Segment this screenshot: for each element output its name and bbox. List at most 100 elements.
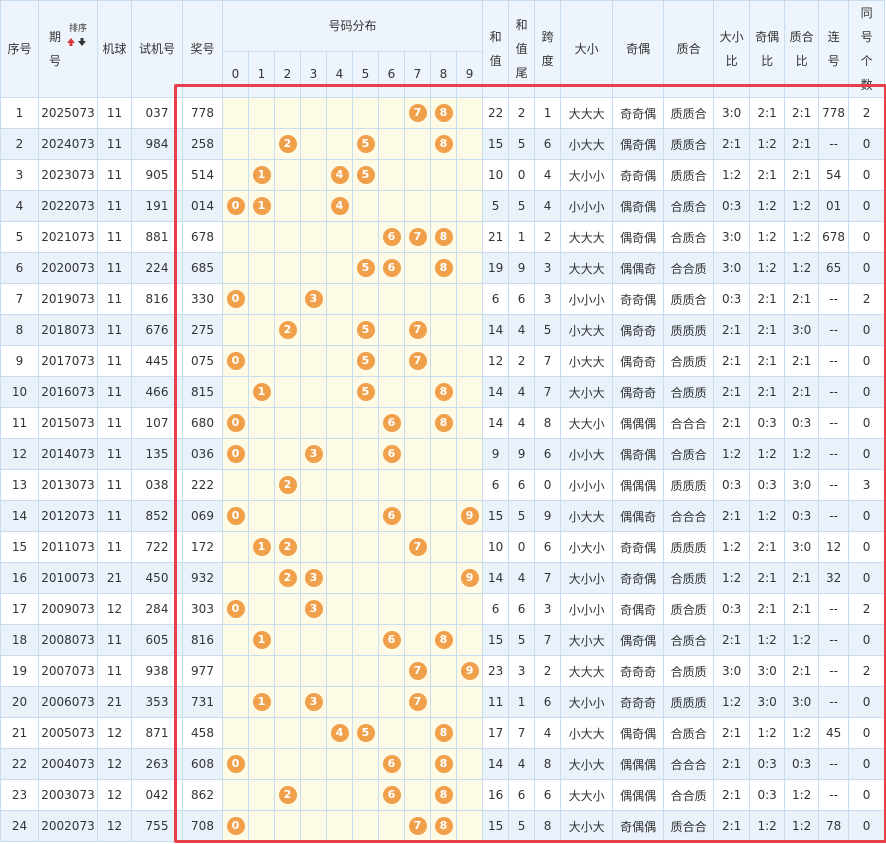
digit-cell — [274, 655, 301, 687]
cell: 450 — [131, 562, 183, 594]
digit-cell — [378, 562, 405, 594]
digit-cell — [274, 345, 301, 377]
cell: 偶偶偶 — [612, 779, 665, 811]
cell: 2 — [848, 97, 886, 129]
cell: 偶奇奇 — [612, 345, 665, 377]
digit-cell: 9 — [455, 500, 484, 532]
cell: 0 — [848, 376, 886, 408]
digit-cell: 6 — [378, 500, 405, 532]
cell: 1:2 — [784, 810, 820, 842]
digit-cell — [274, 407, 301, 439]
cell: 458 — [182, 717, 223, 749]
digit-cell — [352, 97, 379, 129]
cell: 1:2 — [749, 717, 786, 749]
digit-cell — [430, 190, 457, 222]
cell: 3:0 — [749, 655, 786, 687]
cell: 1:2 — [749, 500, 786, 532]
cell: 6 — [508, 283, 536, 315]
cell: 奇奇偶 — [612, 97, 665, 129]
cell: 0 — [848, 407, 886, 439]
digit-cell: 7 — [404, 655, 431, 687]
cell: 7 — [508, 717, 536, 749]
cell: 合质质 — [663, 562, 715, 594]
cell: 0 — [508, 159, 536, 191]
cell: 680 — [182, 407, 223, 439]
cell: 0:3 — [749, 469, 786, 501]
cell: 685 — [182, 252, 223, 284]
cell: 20 — [0, 686, 39, 718]
cell: 5 — [482, 190, 510, 222]
digit-cell: 0 — [222, 407, 249, 439]
cell: 小大大 — [560, 717, 614, 749]
digit-cell — [352, 779, 379, 811]
cell: 合合合 — [663, 407, 715, 439]
digit-cell — [300, 469, 327, 501]
digit-cell: 1 — [248, 159, 275, 191]
digit-cell: 5 — [352, 314, 379, 346]
cell: 合质合 — [663, 717, 715, 749]
cell: 23 — [482, 655, 510, 687]
cell: 合合质 — [663, 252, 715, 284]
digit-cell: 0 — [222, 345, 249, 377]
cell: 0:3 — [749, 779, 786, 811]
ball: 0 — [226, 414, 245, 432]
cell: 21 — [0, 717, 39, 749]
ball: 0 — [226, 507, 245, 525]
cell: 17 — [482, 717, 510, 749]
ball: 6 — [382, 755, 401, 773]
cell: 2:1 — [749, 314, 786, 346]
cell: 1:2 — [713, 531, 751, 563]
digit-cell: 5 — [352, 128, 379, 160]
cell: 2 — [848, 655, 886, 687]
cell: 330 — [182, 283, 223, 315]
digit-header: 8 — [430, 50, 457, 99]
digit-cell — [248, 252, 275, 284]
ball: 8 — [434, 631, 453, 649]
digit-cell — [455, 748, 484, 780]
digit-cell: 6 — [378, 779, 405, 811]
digit-cell — [378, 469, 405, 501]
sort-label[interactable]: 排序 — [69, 24, 88, 34]
header-cell[interactable]: 期 号 排序 — [38, 0, 98, 98]
digit-cell: 8 — [430, 407, 457, 439]
cell: 14 — [482, 748, 510, 780]
ball: 6 — [382, 445, 401, 463]
cell: 5 — [534, 314, 562, 346]
cell: 11 — [97, 438, 132, 470]
digit-cell — [455, 717, 484, 749]
cell: 小大小 — [560, 531, 614, 563]
digit-cell — [248, 779, 275, 811]
digit-cell — [300, 407, 327, 439]
cell: 778 — [182, 97, 223, 129]
digit-cell — [300, 748, 327, 780]
ball: 3 — [304, 693, 323, 711]
cell: 608 — [182, 748, 223, 780]
cell: -- — [818, 376, 850, 408]
cell: 11 — [97, 190, 132, 222]
sort-arrows[interactable] — [67, 37, 91, 47]
digit-cell — [404, 438, 431, 470]
cell: 2005073 — [38, 717, 98, 749]
cell: 12 — [97, 748, 132, 780]
cell: 大小大 — [560, 624, 614, 656]
cell: 0 — [848, 159, 886, 191]
cell: 6 — [534, 128, 562, 160]
ball: 6 — [382, 631, 401, 649]
digit-cell — [455, 438, 484, 470]
cell: 0 — [848, 500, 886, 532]
cell: 2 — [848, 283, 886, 315]
digit-cell — [222, 128, 249, 160]
digit-cell: 3 — [300, 283, 327, 315]
cell: 1:2 — [749, 221, 786, 253]
header-cell: 奇偶比 — [749, 0, 786, 98]
cell: 5 — [508, 500, 536, 532]
cell: 1:2 — [713, 159, 751, 191]
table-row: 3 2023073 11 905 514 1 4 5 10 0 4 大小小 奇奇偶 质质合 1:2 2:1 2:… — [0, 159, 886, 191]
cell: 0 — [848, 562, 886, 594]
digit-cell — [404, 748, 431, 780]
cell: 7 — [534, 624, 562, 656]
digit-cell — [455, 314, 484, 346]
cell: 3 — [848, 469, 886, 501]
cell: 2:1 — [749, 593, 786, 625]
cell: 22 — [0, 748, 39, 780]
